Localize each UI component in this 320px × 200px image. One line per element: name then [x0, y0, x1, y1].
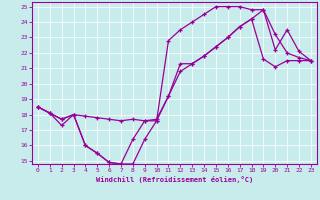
X-axis label: Windchill (Refroidissement éolien,°C): Windchill (Refroidissement éolien,°C): [96, 176, 253, 183]
